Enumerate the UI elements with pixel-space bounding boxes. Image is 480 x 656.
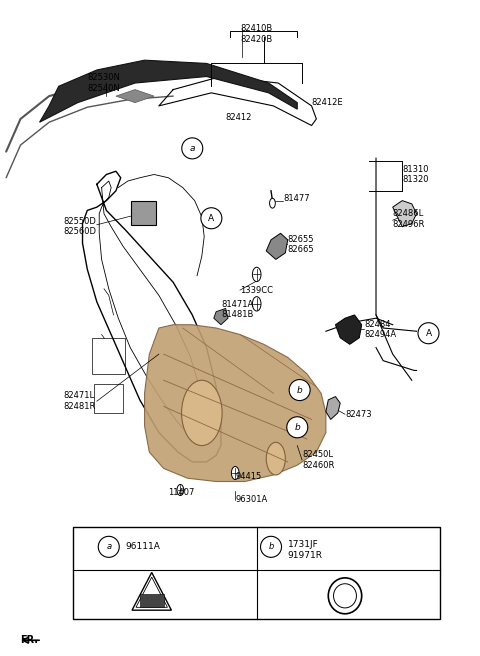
Text: 11407: 11407 — [168, 488, 195, 497]
Text: 1731JF
91971R: 1731JF 91971R — [288, 541, 323, 560]
Polygon shape — [393, 201, 417, 227]
Polygon shape — [144, 325, 326, 482]
Ellipse shape — [182, 138, 203, 159]
Ellipse shape — [252, 297, 261, 311]
Text: b: b — [294, 422, 300, 432]
Text: 81310
81320: 81310 81320 — [402, 165, 429, 184]
Polygon shape — [39, 60, 297, 122]
Ellipse shape — [266, 442, 285, 475]
Ellipse shape — [252, 267, 261, 281]
Ellipse shape — [328, 578, 362, 614]
Text: 82655
82665: 82655 82665 — [288, 235, 314, 254]
Ellipse shape — [201, 208, 222, 229]
Ellipse shape — [289, 380, 310, 401]
Polygon shape — [336, 315, 362, 344]
Text: a: a — [190, 144, 195, 153]
Text: A: A — [425, 329, 432, 338]
Text: 94415: 94415 — [235, 472, 262, 482]
Text: 82450L
82460R: 82450L 82460R — [302, 450, 335, 470]
Text: 96301A: 96301A — [235, 495, 267, 504]
Text: 82550D
82560D: 82550D 82560D — [63, 217, 96, 236]
Text: a: a — [106, 543, 111, 551]
Text: 82410B
82420B: 82410B 82420B — [240, 24, 272, 44]
Polygon shape — [326, 397, 340, 419]
Text: A: A — [208, 214, 215, 223]
Polygon shape — [136, 577, 168, 607]
Text: 81471A
81481B: 81471A 81481B — [221, 300, 253, 319]
Text: 82530N
82540N: 82530N 82540N — [87, 73, 120, 92]
FancyBboxPatch shape — [140, 594, 164, 607]
Ellipse shape — [231, 466, 239, 480]
Text: 81477: 81477 — [283, 194, 310, 203]
Text: b: b — [268, 543, 274, 551]
Text: b: b — [297, 386, 302, 394]
FancyBboxPatch shape — [131, 201, 156, 226]
Ellipse shape — [181, 380, 222, 445]
Ellipse shape — [270, 198, 276, 208]
Ellipse shape — [334, 584, 357, 608]
FancyBboxPatch shape — [92, 338, 125, 374]
Text: 96111A: 96111A — [125, 543, 160, 551]
Text: 1339CC: 1339CC — [240, 285, 273, 295]
Polygon shape — [214, 308, 228, 325]
Text: 82412E: 82412E — [312, 98, 343, 107]
Text: FR.: FR. — [21, 635, 38, 646]
Text: 82473: 82473 — [345, 410, 372, 419]
Ellipse shape — [177, 484, 184, 495]
Ellipse shape — [98, 537, 119, 558]
Text: 82484
82494A: 82484 82494A — [364, 319, 396, 339]
Text: 82471L
82481R: 82471L 82481R — [63, 392, 96, 411]
Polygon shape — [132, 573, 171, 610]
Polygon shape — [116, 90, 154, 102]
Ellipse shape — [418, 323, 439, 344]
Text: 82412: 82412 — [226, 113, 252, 122]
FancyBboxPatch shape — [95, 384, 123, 413]
Ellipse shape — [287, 417, 308, 438]
Text: 82486L
82496R: 82486L 82496R — [393, 209, 425, 228]
Ellipse shape — [261, 537, 281, 558]
Polygon shape — [266, 234, 288, 259]
FancyBboxPatch shape — [73, 527, 441, 619]
